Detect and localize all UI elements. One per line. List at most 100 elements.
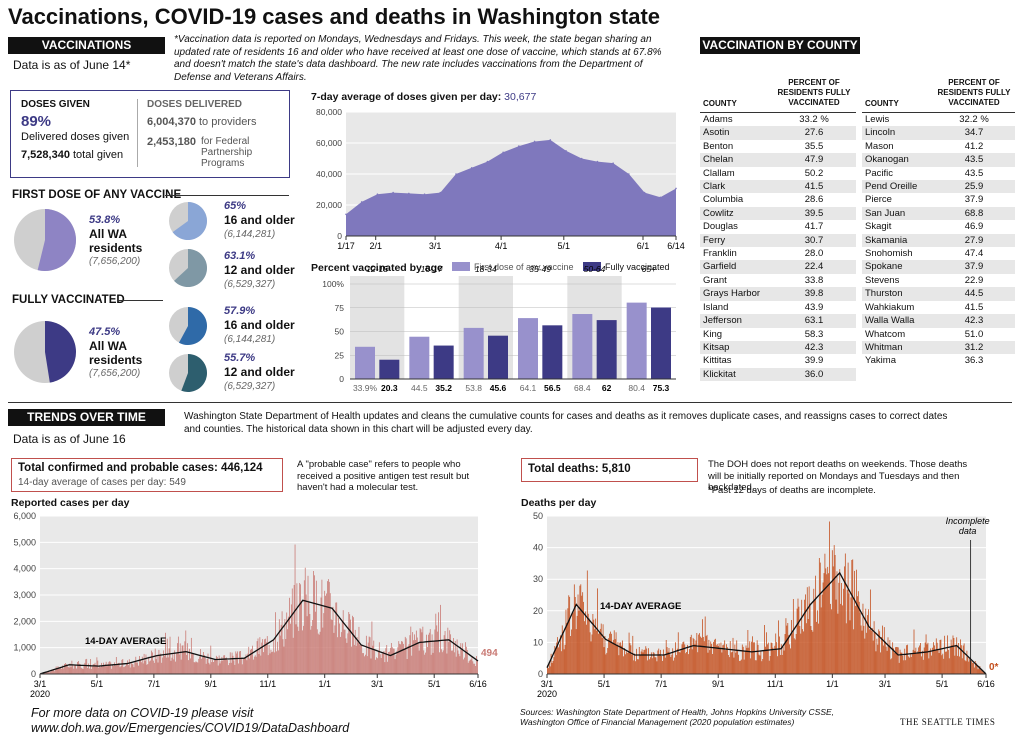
cases-bar	[266, 636, 268, 674]
cases-y-tick: 6,000	[13, 511, 36, 521]
cases-bar	[401, 641, 402, 674]
cases-bar	[220, 661, 222, 674]
cases-bar	[415, 630, 417, 674]
age-label-full: 45.6	[490, 383, 507, 393]
cases-bar	[298, 630, 300, 674]
deaths-bar	[694, 644, 696, 674]
cases-bar	[340, 632, 342, 674]
deaths-bar	[822, 582, 824, 674]
county-row: Douglas 41.7	[700, 220, 856, 233]
cases-bar	[56, 667, 58, 674]
deaths-bar	[627, 652, 629, 674]
deaths-bar	[815, 575, 817, 674]
age-label-full: 75.3	[653, 383, 670, 393]
age-bar-first	[518, 318, 538, 379]
cases-bar	[476, 656, 477, 674]
cases-bar	[391, 647, 393, 674]
county-value: 63.1	[772, 314, 856, 328]
cases-bar	[437, 631, 439, 674]
cases-bar	[263, 652, 264, 674]
deaths-bar	[888, 645, 890, 674]
deaths-bar	[711, 643, 713, 674]
first-dose-rule	[165, 195, 289, 196]
county-value: 25.9	[932, 180, 1015, 194]
cases-bar	[160, 653, 162, 674]
cases-bar	[100, 667, 101, 674]
cases-bar	[413, 640, 414, 674]
deaths-bar	[573, 584, 575, 674]
deaths-bar	[771, 642, 773, 674]
deaths-bar	[562, 631, 564, 674]
cases-bar	[331, 620, 333, 674]
deaths-bar	[702, 637, 704, 674]
county-pct-header: PERCENT OF RESIDENTS FULLY VACCINATED	[932, 78, 1015, 113]
cases-bar	[227, 665, 229, 674]
cases-bar	[338, 617, 339, 674]
cases-bar	[257, 638, 259, 674]
deaths-bar	[670, 657, 672, 674]
cases-bar	[428, 632, 430, 674]
deaths-bar	[980, 668, 982, 674]
cases-bar	[92, 664, 94, 674]
cases-bar	[297, 626, 299, 674]
cases-bar	[74, 665, 76, 674]
deaths-bar	[848, 593, 850, 674]
cases-bar	[190, 637, 192, 674]
deaths-x-tick: 3/1	[879, 679, 892, 689]
cases-bar	[389, 651, 390, 674]
deaths-bar	[750, 658, 752, 674]
cases-bar	[109, 661, 111, 674]
cases-bar	[174, 650, 176, 674]
deaths-bar	[557, 637, 558, 674]
cases-bar	[112, 664, 114, 674]
county-row: Spokane 37.9	[862, 260, 1015, 274]
deaths-bar	[759, 655, 761, 674]
cases-bar	[47, 672, 49, 674]
deaths-bar	[884, 641, 886, 674]
fully-12-pie	[169, 354, 207, 392]
footer-url[interactable]: www.doh.wa.gov/Emergencies/COVID19/DataD…	[31, 721, 350, 735]
cases-bar	[46, 671, 48, 674]
cases-bar	[223, 655, 225, 674]
cases-bar	[177, 636, 179, 674]
footer-more: For more data on COVID-19 please visit	[31, 706, 254, 720]
deaths-bar	[788, 635, 790, 674]
deaths-bar	[843, 588, 844, 674]
cases-bar	[372, 645, 374, 674]
cases-x-tick: 3/1	[371, 679, 384, 689]
doses-federal-value: 2,453,180	[147, 136, 196, 148]
cases-bar	[69, 663, 71, 674]
deaths-bar	[827, 566, 829, 674]
deaths-bar	[725, 650, 726, 674]
deaths-bar	[596, 630, 597, 674]
cases-bar	[168, 648, 170, 674]
cases-bar	[333, 632, 335, 674]
deaths-bar	[854, 570, 855, 674]
cases-bar	[106, 666, 108, 674]
cases-bar	[384, 662, 386, 674]
cases-bar	[293, 585, 295, 674]
deaths-bar	[818, 623, 819, 674]
county-name: Grant	[703, 274, 727, 286]
deaths-bar	[932, 647, 933, 674]
deaths-bar	[834, 555, 836, 674]
cases-end-label: 494	[481, 648, 498, 659]
cases-bar	[232, 655, 234, 674]
county-name: Pacific	[865, 167, 893, 179]
cases-bar	[441, 652, 443, 674]
cases-bar	[363, 653, 364, 674]
cases-bar	[255, 656, 257, 674]
cases-bar	[335, 602, 337, 674]
deaths-bar	[714, 638, 716, 674]
deaths-bar	[624, 648, 625, 674]
cases-bar	[426, 634, 427, 674]
cases-bar	[124, 666, 126, 674]
deaths-bar	[957, 655, 959, 674]
cases-bar	[284, 619, 286, 674]
cases-bar	[178, 654, 180, 674]
county-value: 51.0	[964, 328, 984, 340]
deaths-bar	[868, 609, 869, 674]
deaths-bar	[665, 640, 667, 674]
cases-bar	[424, 654, 426, 674]
deaths-bar	[645, 646, 647, 674]
